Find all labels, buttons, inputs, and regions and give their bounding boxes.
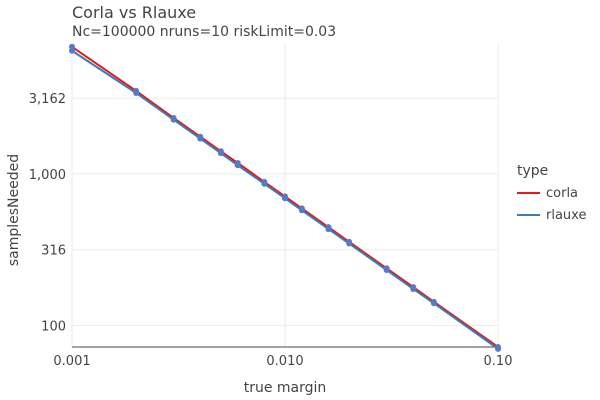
data-point-rlauxe — [261, 180, 268, 187]
x-tick-label: 0.001 — [53, 354, 90, 369]
data-point-rlauxe — [383, 267, 390, 274]
data-point-rlauxe — [197, 135, 204, 142]
series-rlauxe — [69, 47, 501, 352]
legend-title: type — [517, 163, 548, 179]
y-tick-label: 316 — [41, 244, 66, 259]
data-point-rlauxe — [325, 226, 332, 233]
y-tick-labels: 100 316 1,000 3,162 — [29, 92, 66, 334]
data-point-rlauxe — [133, 89, 140, 96]
data-point-rlauxe — [282, 195, 288, 202]
legend-label: rlauxe — [546, 208, 586, 223]
y-tick-label: 3,162 — [29, 92, 66, 107]
y-axis-label: samplesNeeded — [6, 154, 22, 266]
data-point-rlauxe — [495, 345, 501, 352]
y-tick-label: 1,000 — [29, 168, 66, 183]
x-tick-label: 0.10 — [484, 354, 513, 369]
legend-item-corla: corla — [517, 186, 578, 201]
data-point-rlauxe — [410, 285, 417, 292]
x-tick-label: 0.010 — [266, 354, 303, 369]
data-point-rlauxe — [69, 47, 75, 54]
data-point-rlauxe — [346, 240, 353, 247]
chart-title: Corla vs Rlauxe — [72, 3, 196, 22]
legend-label: corla — [546, 186, 578, 201]
legend: type corla rlauxe — [517, 163, 586, 223]
legend-item-rlauxe: rlauxe — [517, 208, 586, 223]
data-point-rlauxe — [217, 150, 224, 157]
x-axis-label: true margin — [244, 380, 327, 396]
x-tick-labels: 0.001 0.010 0.10 — [53, 354, 512, 369]
data-point-rlauxe — [234, 162, 241, 169]
chart-subtitle: Nc=100000 nruns=10 riskLimit=0.03 — [72, 24, 336, 40]
y-tick-label: 100 — [41, 319, 66, 334]
series-group — [69, 43, 501, 352]
data-point-rlauxe — [430, 300, 437, 307]
data-point-rlauxe — [170, 116, 177, 123]
data-point-rlauxe — [298, 207, 305, 214]
